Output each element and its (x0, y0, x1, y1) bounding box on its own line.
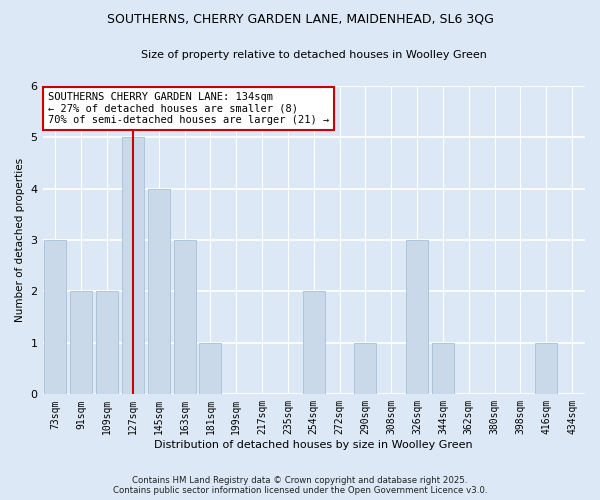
Bar (406, 240, 428, 394)
Bar (148, 188, 170, 394)
Bar (535, 343, 557, 394)
Bar (199, 343, 221, 394)
Text: SOUTHERNS CHERRY GARDEN LANE: 134sqm
← 27% of detached houses are smaller (8)
70: SOUTHERNS CHERRY GARDEN LANE: 134sqm ← 2… (48, 92, 329, 125)
X-axis label: Distribution of detached houses by size in Woolley Green: Distribution of detached houses by size … (154, 440, 473, 450)
Bar (70, 292, 92, 395)
Bar (96, 292, 118, 395)
Y-axis label: Number of detached properties: Number of detached properties (15, 158, 25, 322)
Title: Size of property relative to detached houses in Woolley Green: Size of property relative to detached ho… (141, 50, 487, 60)
Bar (303, 292, 325, 395)
Text: SOUTHERNS, CHERRY GARDEN LANE, MAIDENHEAD, SL6 3QG: SOUTHERNS, CHERRY GARDEN LANE, MAIDENHEA… (107, 12, 493, 26)
Bar (44, 240, 67, 394)
Bar (355, 343, 376, 394)
Bar (122, 137, 144, 394)
Bar (432, 343, 454, 394)
Text: Contains HM Land Registry data © Crown copyright and database right 2025.
Contai: Contains HM Land Registry data © Crown c… (113, 476, 487, 495)
Bar (173, 240, 196, 394)
